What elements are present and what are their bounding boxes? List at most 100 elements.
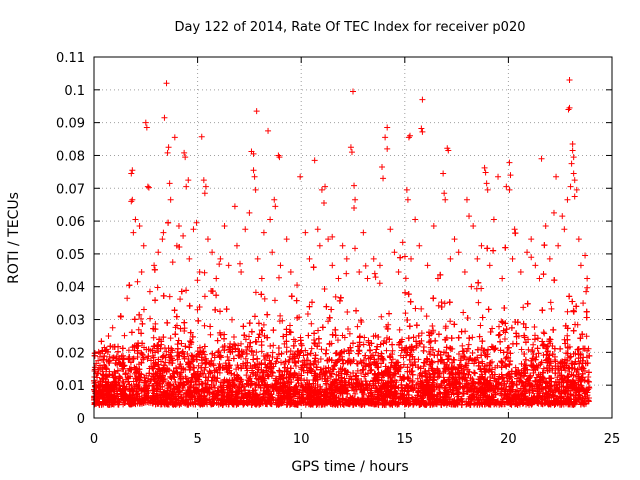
data-point [412, 216, 419, 223]
data-point [347, 144, 354, 151]
data-point [536, 275, 543, 282]
data-point [204, 236, 211, 243]
data-point [575, 236, 582, 243]
data-point [447, 255, 454, 262]
data-point [348, 149, 355, 156]
data-point [542, 223, 549, 230]
data-point [286, 322, 293, 329]
data-point [130, 378, 137, 385]
data-point [382, 134, 389, 141]
data-point [489, 325, 496, 332]
data-point [163, 348, 170, 355]
data-point [167, 335, 174, 342]
data-point [325, 318, 332, 325]
data-point [485, 346, 492, 353]
data-point [138, 315, 145, 322]
data-point [193, 219, 200, 226]
data-point [548, 305, 555, 312]
data-point [419, 96, 426, 103]
data-point [252, 186, 259, 193]
data-point [352, 390, 359, 397]
data-point [350, 387, 357, 394]
data-point [166, 180, 173, 187]
data-point [478, 285, 485, 292]
data-point [506, 186, 513, 193]
data-point [351, 182, 358, 189]
y-tick-labels: 00.010.020.030.040.050.060.070.080.090.1… [56, 51, 85, 427]
data-point [582, 252, 589, 259]
data-point [418, 330, 425, 337]
data-point [129, 196, 136, 203]
data-point [469, 334, 476, 341]
data-point [177, 296, 184, 303]
data-point [360, 341, 367, 348]
data-point [196, 268, 203, 275]
data-point [530, 351, 537, 358]
data-point [408, 394, 415, 401]
data-point [201, 293, 208, 300]
data-point [486, 262, 493, 269]
data-point [419, 128, 426, 135]
y-tick-label: 0 [77, 412, 85, 427]
data-point [568, 160, 575, 167]
data-point [496, 323, 503, 330]
chart-title: Day 122 of 2014, Rate Of TEC Index for r… [175, 20, 526, 35]
data-point [308, 320, 315, 327]
data-point [320, 200, 327, 207]
data-point [329, 262, 336, 269]
data-point [460, 309, 467, 316]
data-point [251, 173, 258, 180]
data-point [306, 255, 313, 262]
data-point [564, 308, 571, 315]
data-point [200, 177, 207, 184]
data-point [346, 330, 353, 337]
data-point [171, 134, 178, 141]
data-point [372, 349, 379, 356]
data-point [528, 236, 535, 243]
data-point [292, 363, 299, 369]
data-point [566, 76, 573, 83]
data-point [216, 261, 223, 268]
data-point [371, 270, 378, 277]
data-point [463, 196, 470, 203]
data-point [350, 88, 356, 95]
data-point [455, 249, 462, 256]
data-point [442, 325, 449, 332]
x-tick-label: 25 [604, 432, 621, 447]
data-point [569, 140, 576, 147]
data-point [571, 177, 578, 184]
data-point [283, 236, 290, 243]
data-point [511, 226, 518, 233]
data-point [207, 331, 214, 338]
data-point [561, 226, 568, 233]
x-tick-label: 15 [397, 432, 414, 447]
data-point [267, 343, 274, 350]
data-point [423, 313, 430, 320]
data-point [482, 169, 489, 176]
data-point [180, 232, 187, 239]
data-point [175, 223, 182, 230]
data-point [304, 310, 311, 317]
data-point [399, 239, 406, 246]
data-point [384, 145, 391, 152]
data-point [403, 186, 410, 193]
data-point [167, 196, 174, 203]
data-point [233, 242, 240, 249]
data-point [389, 347, 396, 354]
data-point [540, 365, 547, 372]
data-point [308, 345, 315, 352]
data-point [396, 326, 403, 333]
data-point [138, 350, 145, 357]
data-point [150, 334, 157, 341]
data-point [372, 332, 379, 339]
data-point [207, 369, 214, 376]
data-point [520, 304, 527, 311]
data-point [253, 108, 260, 115]
data-point [217, 255, 224, 262]
data-point [190, 226, 197, 233]
data-point [532, 262, 539, 269]
data-point [231, 203, 238, 210]
data-point [254, 255, 261, 262]
data-point [395, 268, 402, 275]
data-point [498, 318, 505, 325]
